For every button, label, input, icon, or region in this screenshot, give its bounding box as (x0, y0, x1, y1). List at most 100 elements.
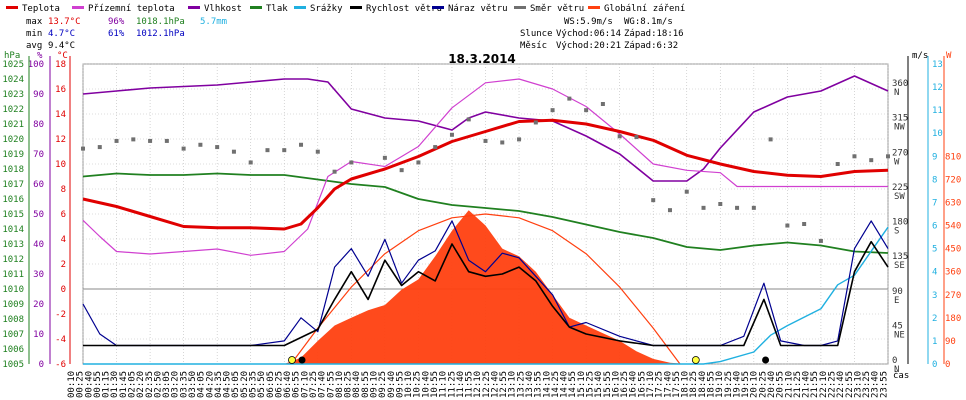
tick-label-time: 19:55 (741, 371, 751, 398)
tick-label-dir-compass: E (894, 296, 899, 306)
tick-label-time: 06:05 (266, 371, 276, 398)
tick-label-time: 12:10 (473, 371, 483, 398)
tick-label-c: 6 (61, 210, 66, 220)
tick-label-c: -4 (55, 335, 66, 345)
tick-label-c: -6 (55, 360, 66, 370)
axis-unit-time: čas (893, 370, 909, 381)
tick-label-time: 05:05 (231, 371, 241, 398)
tick-label-c: 16 (55, 85, 66, 95)
series-point-wind-direction (416, 160, 421, 165)
tick-label-time: 20:40 (767, 371, 777, 398)
series-point-wind-direction (97, 145, 102, 150)
series-point-wind-direction (835, 162, 840, 166)
tick-label-time: 05:50 (257, 371, 267, 398)
tick-label-dir: 45 (892, 321, 903, 331)
tick-label-time: 22:40 (836, 371, 846, 398)
tick-label-time: 04:20 (205, 371, 215, 398)
series-point-wind-direction (886, 154, 890, 159)
series-point-wind-direction (198, 142, 203, 147)
legend-item-vlhkost: Vlhkost (188, 4, 242, 14)
tick-label-dir-compass: W (894, 157, 900, 167)
moon-rise: Východ:20:21 (556, 41, 621, 51)
tick-label-ms: 9 (932, 152, 937, 162)
moon-label: Měsíc (520, 41, 547, 51)
stats-min-temp: 4.7°C (48, 29, 75, 39)
series-point-wind-direction (735, 205, 740, 210)
tick-label-time: 00:10 (67, 371, 77, 398)
axis-unit-w: W (946, 51, 952, 61)
tick-label-time: 15:55 (603, 371, 613, 398)
legend-swatch-naraz (432, 6, 444, 9)
tick-label-dir-compass: NE (894, 330, 905, 340)
stats-block: max 13.7°C 96% 1018.1hPa 5.7mm min 4.7°C… (26, 17, 684, 51)
tick-label-hpa: 1006 (2, 345, 24, 355)
tick-label-w: 90 (945, 337, 956, 347)
tick-label-dir: 135 (892, 252, 908, 262)
tick-label-dir: 270 (892, 148, 908, 158)
tick-label-time: 07:55 (326, 371, 336, 398)
legend-item-prizemni: Přízemní teplota (72, 4, 175, 14)
tick-label-ms: 5 (932, 245, 937, 255)
tick-label-time: 23:25 (862, 371, 872, 398)
tick-label-ms: 1 (932, 337, 937, 347)
tick-label-ms: 4 (932, 268, 937, 278)
tick-label-w: 810 (945, 152, 961, 162)
tick-label-time: 17:10 (646, 371, 656, 398)
legend-label-teplota: Teplota (22, 4, 60, 14)
tick-label-time: 04:05 (197, 371, 207, 398)
tick-label-time: 10:25 (413, 371, 423, 398)
legend-item-rychlost: Rychlost větru (350, 4, 442, 14)
tick-label-time: 11:10 (439, 371, 449, 398)
tick-label-hpa: 1024 (2, 75, 24, 85)
series-point-wind-direction (231, 149, 236, 154)
tick-label-pct: 20 (33, 300, 44, 310)
tick-label-dir: 225 (892, 183, 908, 193)
tick-label-hpa: 1018 (2, 165, 24, 175)
series-point-wind-direction (181, 146, 186, 151)
tick-label-w: 0 (945, 360, 950, 370)
legend-item-zareni: Globální záření (588, 4, 685, 14)
axis-unit-ms: m/s (912, 51, 928, 61)
stats-avg-label: avg (26, 41, 42, 51)
tick-label-time: 07:25 (309, 371, 319, 398)
tick-label-time: 13:40 (525, 371, 535, 398)
tick-label-hpa: 1010 (2, 285, 24, 295)
tick-label-time: 22:55 (845, 371, 855, 398)
series-point-wind-direction (768, 137, 773, 142)
series-point-wind-direction (382, 155, 387, 160)
series-point-wind-direction (802, 222, 807, 226)
tick-label-w: 450 (945, 245, 961, 255)
series-line-ground-temp (82, 78, 888, 256)
tick-label-c: 12 (55, 135, 66, 145)
series-point-wind-direction (483, 138, 488, 143)
legend-label-zareni: Globální záření (604, 4, 685, 14)
tick-label-pct: 90 (33, 90, 44, 100)
series-point-wind-direction (869, 158, 874, 163)
tick-label-time: 10:40 (421, 371, 431, 398)
series-point-wind-direction (852, 154, 857, 159)
tick-label-time: 06:25 (274, 371, 284, 398)
legend-label-tlak: Tlak (266, 4, 288, 14)
legend-label-srazky: Srážky (310, 4, 343, 14)
sunrise-marker (288, 356, 296, 364)
tick-label-hpa: 1023 (2, 90, 24, 100)
tick-label-dir-compass: NW (894, 123, 905, 133)
tick-label-hpa: 1008 (2, 315, 24, 325)
tick-label-dir-compass: SW (894, 192, 905, 202)
tick-label-time: 18:40 (698, 371, 708, 398)
axis-unit-pct: % (37, 51, 43, 61)
tick-label-time: 16:55 (637, 371, 647, 398)
series-point-wind-direction (751, 205, 756, 210)
series-point-wind-direction (550, 108, 555, 113)
series-point-wind-direction (634, 135, 639, 140)
tick-label-pct: 40 (33, 240, 44, 250)
series-point-wind-direction (466, 117, 471, 122)
tick-label-pct: 30 (33, 270, 44, 280)
tick-label-time: 15:25 (586, 371, 596, 398)
tick-label-time: 09:10 (369, 371, 379, 398)
tick-label-time: 20:55 (776, 371, 786, 398)
tick-label-time: 13:55 (534, 371, 544, 398)
tick-label-time: 21:40 (802, 371, 812, 398)
tick-label-w: 720 (945, 175, 961, 185)
tick-label-time: 07:10 (300, 371, 310, 398)
